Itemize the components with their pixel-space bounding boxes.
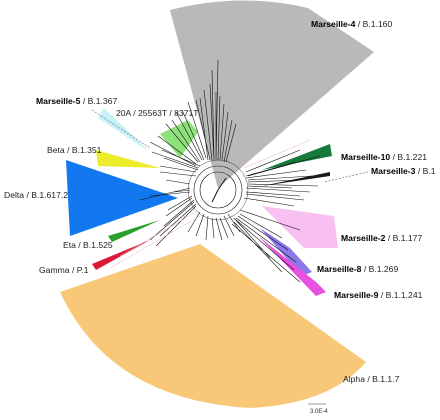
label-marseille-2-lineage: / B.1.177 bbox=[385, 233, 422, 243]
branches-upper bbox=[195, 59, 237, 163]
clade-wedge-eta bbox=[108, 220, 160, 242]
clade-wedge-marseille-4-arc bbox=[170, 0, 308, 189]
wisp-left-lower bbox=[109, 211, 201, 269]
clade-wedge-marseille-2 bbox=[262, 206, 338, 248]
tree-root-stem bbox=[211, 177, 227, 203]
tree-ring-mid bbox=[193, 165, 243, 215]
label-marseille-5-lineage: / B.1.367 bbox=[80, 96, 117, 106]
clade-wedge-marseille-5 bbox=[98, 108, 150, 152]
label-marseille-5-name: Marseille-5 bbox=[36, 96, 81, 106]
leader-line-marseille-3 bbox=[323, 171, 369, 183]
branches-lower bbox=[187, 211, 241, 241]
tree-branches bbox=[139, 59, 321, 283]
label-marseille-10: Marseille-10 / B.1.221 bbox=[341, 152, 427, 162]
branches-upper-left bbox=[149, 101, 207, 177]
label-marseille-8-name: Marseille-8 bbox=[317, 264, 362, 274]
wisp-right-upper bbox=[243, 139, 311, 169]
clade-wedges bbox=[60, 0, 374, 408]
label-alpha: Alpha / B.1.1.7 bbox=[343, 374, 400, 384]
label-marseille-3-name: Marseille-3 bbox=[371, 166, 416, 176]
scale-bar-label: 3.0E-4 bbox=[310, 409, 328, 415]
clade-wedge-marseille-4-right bbox=[218, 8, 374, 188]
clade-wedge-marseille-3 bbox=[262, 172, 330, 186]
label-marseille-2-name: Marseille-2 bbox=[341, 233, 386, 243]
leader-line-marseille-5 bbox=[91, 109, 151, 149]
clade-labels: Marseille-4 / B.1.160 Marseille-5 / B.1.… bbox=[4, 19, 436, 384]
clade-wedge-marseille-10 bbox=[262, 144, 332, 170]
label-delta: Delta / B.1.617.2 bbox=[4, 190, 68, 200]
scale-bar: 3.0E-4 bbox=[308, 403, 328, 415]
label-marseille-8: Marseille-8 / B.1.269 bbox=[317, 264, 398, 274]
label-marseille-4-name: Marseille-4 bbox=[311, 19, 356, 29]
clade-wedge-gamma bbox=[92, 240, 150, 270]
clade-wedge-marseille-9 bbox=[258, 236, 326, 296]
label-marseille-8-lineage: / B.1.269 bbox=[361, 264, 398, 274]
tree-ring-inner bbox=[199, 171, 237, 209]
clade-wedge-beta bbox=[96, 150, 160, 168]
branches-right bbox=[243, 149, 321, 207]
branches-lower-right bbox=[231, 209, 301, 283]
label-marseille-10-lineage: / B.1.221 bbox=[390, 152, 427, 162]
label-marseille-3: Marseille-3 / B.1 bbox=[371, 166, 436, 176]
label-marseille-2: Marseille-2 / B.1.177 bbox=[341, 233, 422, 243]
label-gamma: Gamma / P.1 bbox=[39, 265, 89, 275]
clade-wedge-delta bbox=[66, 160, 178, 236]
label-marseille-4-lineage: / B.1.160 bbox=[355, 19, 392, 29]
leader-wisps bbox=[109, 139, 311, 269]
branches-left bbox=[139, 179, 197, 247]
label-marseille-3-lineage: / B.1 bbox=[415, 166, 435, 176]
clade-wedge-alpha bbox=[60, 244, 366, 408]
label-marseille-9-name: Marseille-9 bbox=[334, 290, 379, 300]
label-marseille-4: Marseille-4 / B.1.160 bbox=[311, 19, 392, 29]
label-marseille-10-name: Marseille-10 bbox=[341, 152, 390, 162]
label-20a: 20A / 25563T / 8371T bbox=[116, 108, 199, 118]
label-marseille-9-lineage: / B.1.1.241 bbox=[378, 290, 422, 300]
label-marseille-5: Marseille-5 / B.1.367 bbox=[36, 96, 117, 106]
label-eta: Eta / B.1.525 bbox=[63, 240, 113, 250]
label-marseille-9: Marseille-9 / B.1.1.241 bbox=[334, 290, 423, 300]
label-beta: Beta / B.1.351 bbox=[47, 145, 102, 155]
leader-lines bbox=[91, 109, 369, 183]
